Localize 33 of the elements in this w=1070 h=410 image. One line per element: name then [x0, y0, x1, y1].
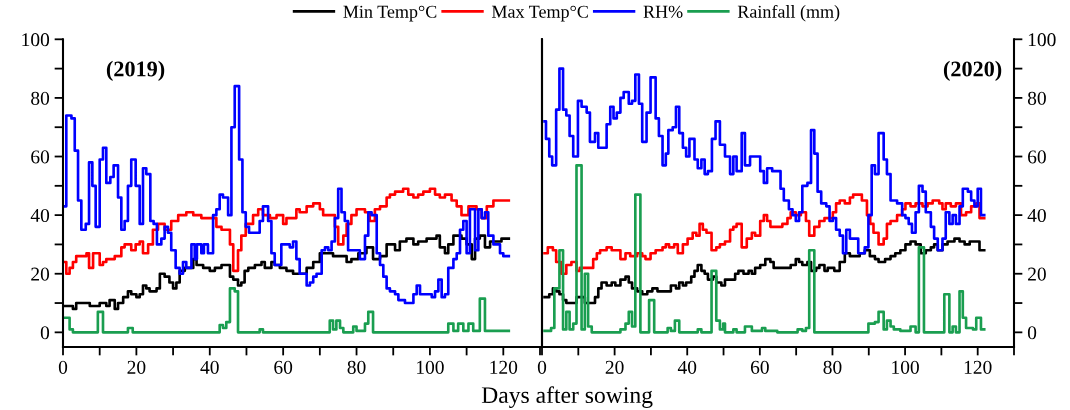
y2-tick-label: 40 — [1027, 208, 1046, 223]
x-tick-label: 0 — [537, 360, 547, 374]
x-axis-title: Days after sowing — [481, 386, 653, 408]
x-tick-label: 100 — [892, 360, 919, 374]
y-tick-label: 80 — [31, 91, 50, 105]
text: (2019) — [106, 60, 165, 81]
x-tick-label: 120 — [964, 360, 992, 374]
x-tick-label: 40 — [677, 360, 697, 374]
y2-tick-label: 100 — [1028, 33, 1056, 47]
legend-label: Rainfall (mm) — [737, 4, 840, 22]
y-tick-label: 40 — [30, 208, 50, 223]
text: (2020) — [943, 60, 1002, 81]
x-tick-label: 60 — [750, 360, 769, 374]
y-tick-label: 100 — [22, 33, 50, 47]
legend-label: RH% — [643, 5, 683, 18]
y-tick-label: 60 — [31, 150, 50, 164]
x-tick-label: 80 — [347, 360, 366, 374]
legend-label: Min Temp°C — [343, 5, 437, 22]
y-tick-label: 0 — [40, 326, 50, 340]
x-tick-label: 100 — [417, 360, 444, 374]
x-tick-label: 60 — [274, 360, 293, 374]
legend-label: Max Temp°C — [491, 5, 588, 22]
x-tick-label: 20 — [605, 360, 624, 374]
y2-tick-label: 20 — [1028, 267, 1046, 281]
y-tick-label: 20 — [31, 267, 50, 281]
y2-tick-label: 0 — [1027, 326, 1037, 340]
x-tick-label: 120 — [490, 360, 518, 374]
x-tick-label: 40 — [200, 360, 219, 374]
y2-tick-label: 60 — [1028, 150, 1046, 164]
x-tick-label: 80 — [823, 360, 842, 374]
x-tick-label: 0 — [58, 360, 68, 374]
y2-tick-label: 80 — [1027, 91, 1046, 105]
x-tick-label: 20 — [127, 360, 146, 374]
